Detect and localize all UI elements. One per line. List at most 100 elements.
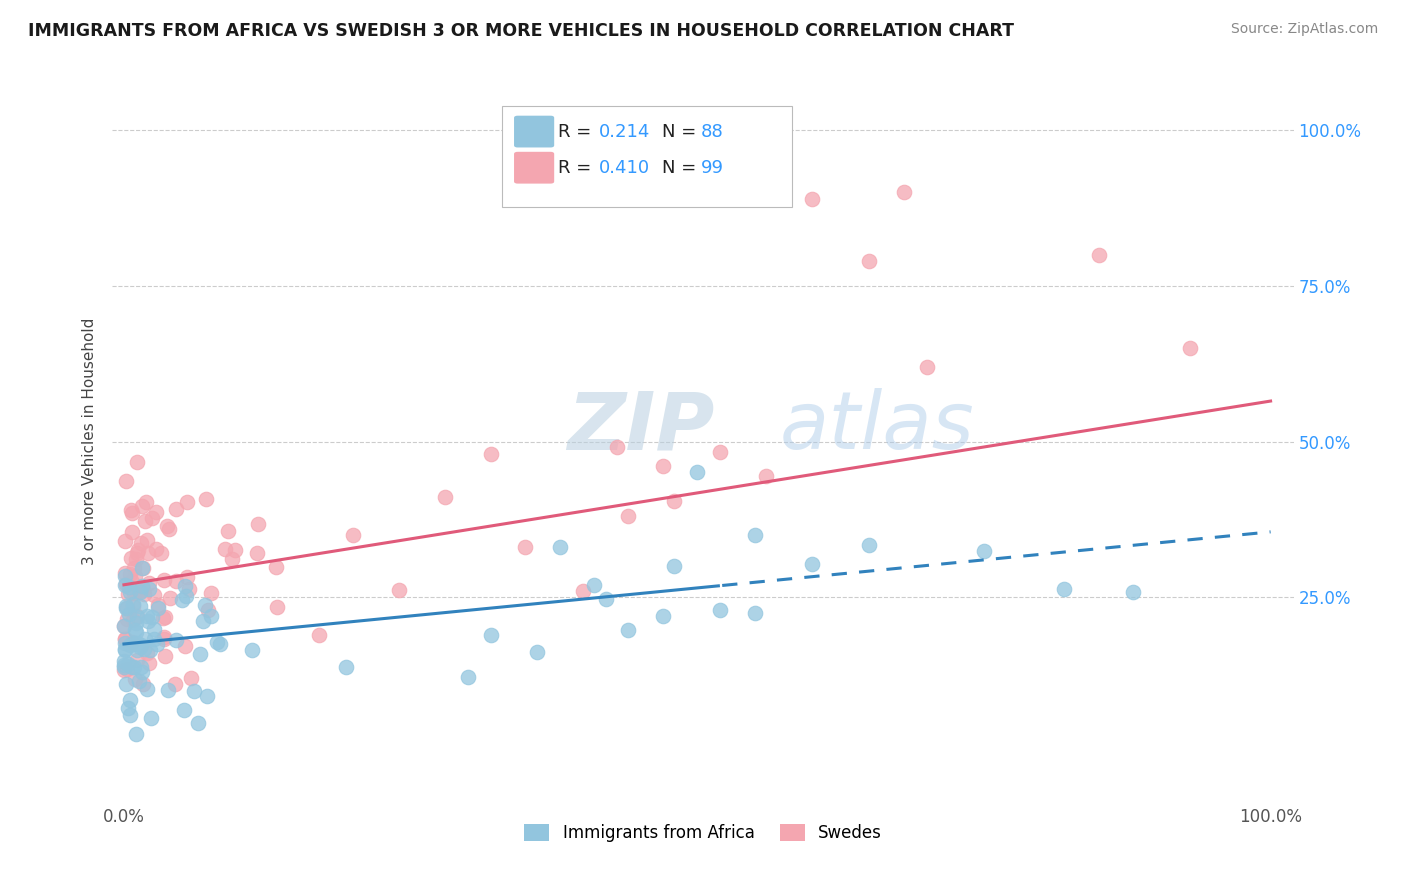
Text: N =: N = bbox=[662, 159, 702, 177]
Text: 0.410: 0.410 bbox=[599, 159, 650, 177]
Point bbox=[617, 509, 640, 524]
Point bbox=[165, 632, 187, 647]
Point bbox=[131, 665, 153, 679]
Point bbox=[172, 593, 194, 607]
Point bbox=[121, 613, 143, 627]
Point bbox=[138, 656, 160, 670]
Point bbox=[165, 502, 187, 516]
Point bbox=[125, 610, 148, 624]
Point bbox=[124, 659, 146, 673]
Point bbox=[173, 579, 195, 593]
Text: N =: N = bbox=[662, 122, 702, 141]
Point bbox=[115, 662, 138, 676]
Point bbox=[117, 701, 139, 715]
Point bbox=[114, 636, 136, 650]
Point bbox=[176, 494, 198, 508]
Text: 99: 99 bbox=[700, 159, 724, 177]
Point bbox=[128, 673, 150, 688]
Point bbox=[124, 568, 146, 582]
Point bbox=[143, 622, 166, 636]
Point bbox=[114, 632, 136, 646]
Point bbox=[153, 574, 176, 588]
Point bbox=[141, 510, 163, 524]
Text: 0.214: 0.214 bbox=[599, 122, 651, 141]
Point bbox=[138, 576, 160, 591]
Point bbox=[240, 643, 263, 657]
Point bbox=[157, 522, 180, 536]
Point bbox=[479, 627, 502, 641]
Point bbox=[142, 632, 165, 646]
Point bbox=[191, 614, 214, 628]
Point bbox=[664, 494, 686, 508]
Point bbox=[915, 359, 938, 374]
Point bbox=[125, 455, 148, 469]
Point bbox=[973, 544, 995, 558]
Point bbox=[606, 441, 628, 455]
Point bbox=[583, 578, 606, 592]
Point bbox=[515, 540, 537, 554]
Point bbox=[214, 542, 236, 557]
Point bbox=[221, 551, 243, 566]
Point bbox=[139, 643, 162, 657]
Point bbox=[132, 587, 155, 601]
Point bbox=[136, 615, 159, 629]
Point bbox=[156, 518, 179, 533]
Point bbox=[112, 657, 135, 672]
Point bbox=[114, 632, 136, 647]
Point bbox=[131, 579, 153, 593]
Point bbox=[1087, 248, 1109, 262]
Point bbox=[128, 584, 150, 599]
Point bbox=[114, 643, 136, 657]
Point bbox=[127, 542, 149, 557]
Point bbox=[129, 535, 152, 549]
Point bbox=[141, 711, 163, 725]
Point bbox=[176, 570, 198, 584]
Point bbox=[246, 546, 269, 560]
Point bbox=[149, 546, 172, 560]
Point bbox=[112, 663, 135, 677]
Point bbox=[122, 635, 145, 649]
Point bbox=[112, 654, 135, 668]
Point bbox=[114, 569, 136, 583]
Point bbox=[744, 606, 766, 620]
Point bbox=[153, 632, 176, 646]
Point bbox=[145, 542, 167, 557]
Point bbox=[118, 580, 141, 594]
Point bbox=[132, 582, 155, 597]
Point bbox=[209, 637, 232, 651]
Point bbox=[651, 459, 673, 474]
Point bbox=[122, 585, 145, 599]
Point bbox=[141, 609, 163, 624]
Point bbox=[1180, 341, 1202, 355]
Text: ZIP: ZIP bbox=[567, 388, 714, 467]
Point bbox=[183, 684, 205, 698]
Point bbox=[187, 715, 209, 730]
Point bbox=[138, 582, 160, 597]
Point bbox=[112, 619, 135, 633]
Point bbox=[120, 551, 142, 566]
Point bbox=[174, 590, 197, 604]
Point bbox=[174, 639, 197, 653]
Point bbox=[132, 561, 155, 575]
Point bbox=[628, 192, 651, 206]
Point bbox=[121, 599, 143, 613]
Y-axis label: 3 or more Vehicles in Household: 3 or more Vehicles in Household bbox=[82, 318, 97, 566]
Point bbox=[858, 538, 880, 552]
Point bbox=[224, 543, 246, 558]
Point bbox=[131, 499, 153, 513]
Point bbox=[136, 682, 159, 697]
Point bbox=[129, 599, 152, 613]
Point bbox=[1122, 585, 1144, 599]
Point bbox=[114, 599, 136, 613]
Point bbox=[117, 611, 139, 625]
Point bbox=[121, 597, 143, 611]
Point bbox=[118, 693, 141, 707]
Point bbox=[893, 186, 915, 200]
Point bbox=[217, 524, 239, 539]
FancyBboxPatch shape bbox=[502, 105, 792, 207]
Point bbox=[617, 623, 640, 637]
Point bbox=[118, 566, 141, 581]
Point bbox=[266, 600, 288, 615]
Point bbox=[548, 540, 571, 554]
Point bbox=[157, 683, 180, 698]
